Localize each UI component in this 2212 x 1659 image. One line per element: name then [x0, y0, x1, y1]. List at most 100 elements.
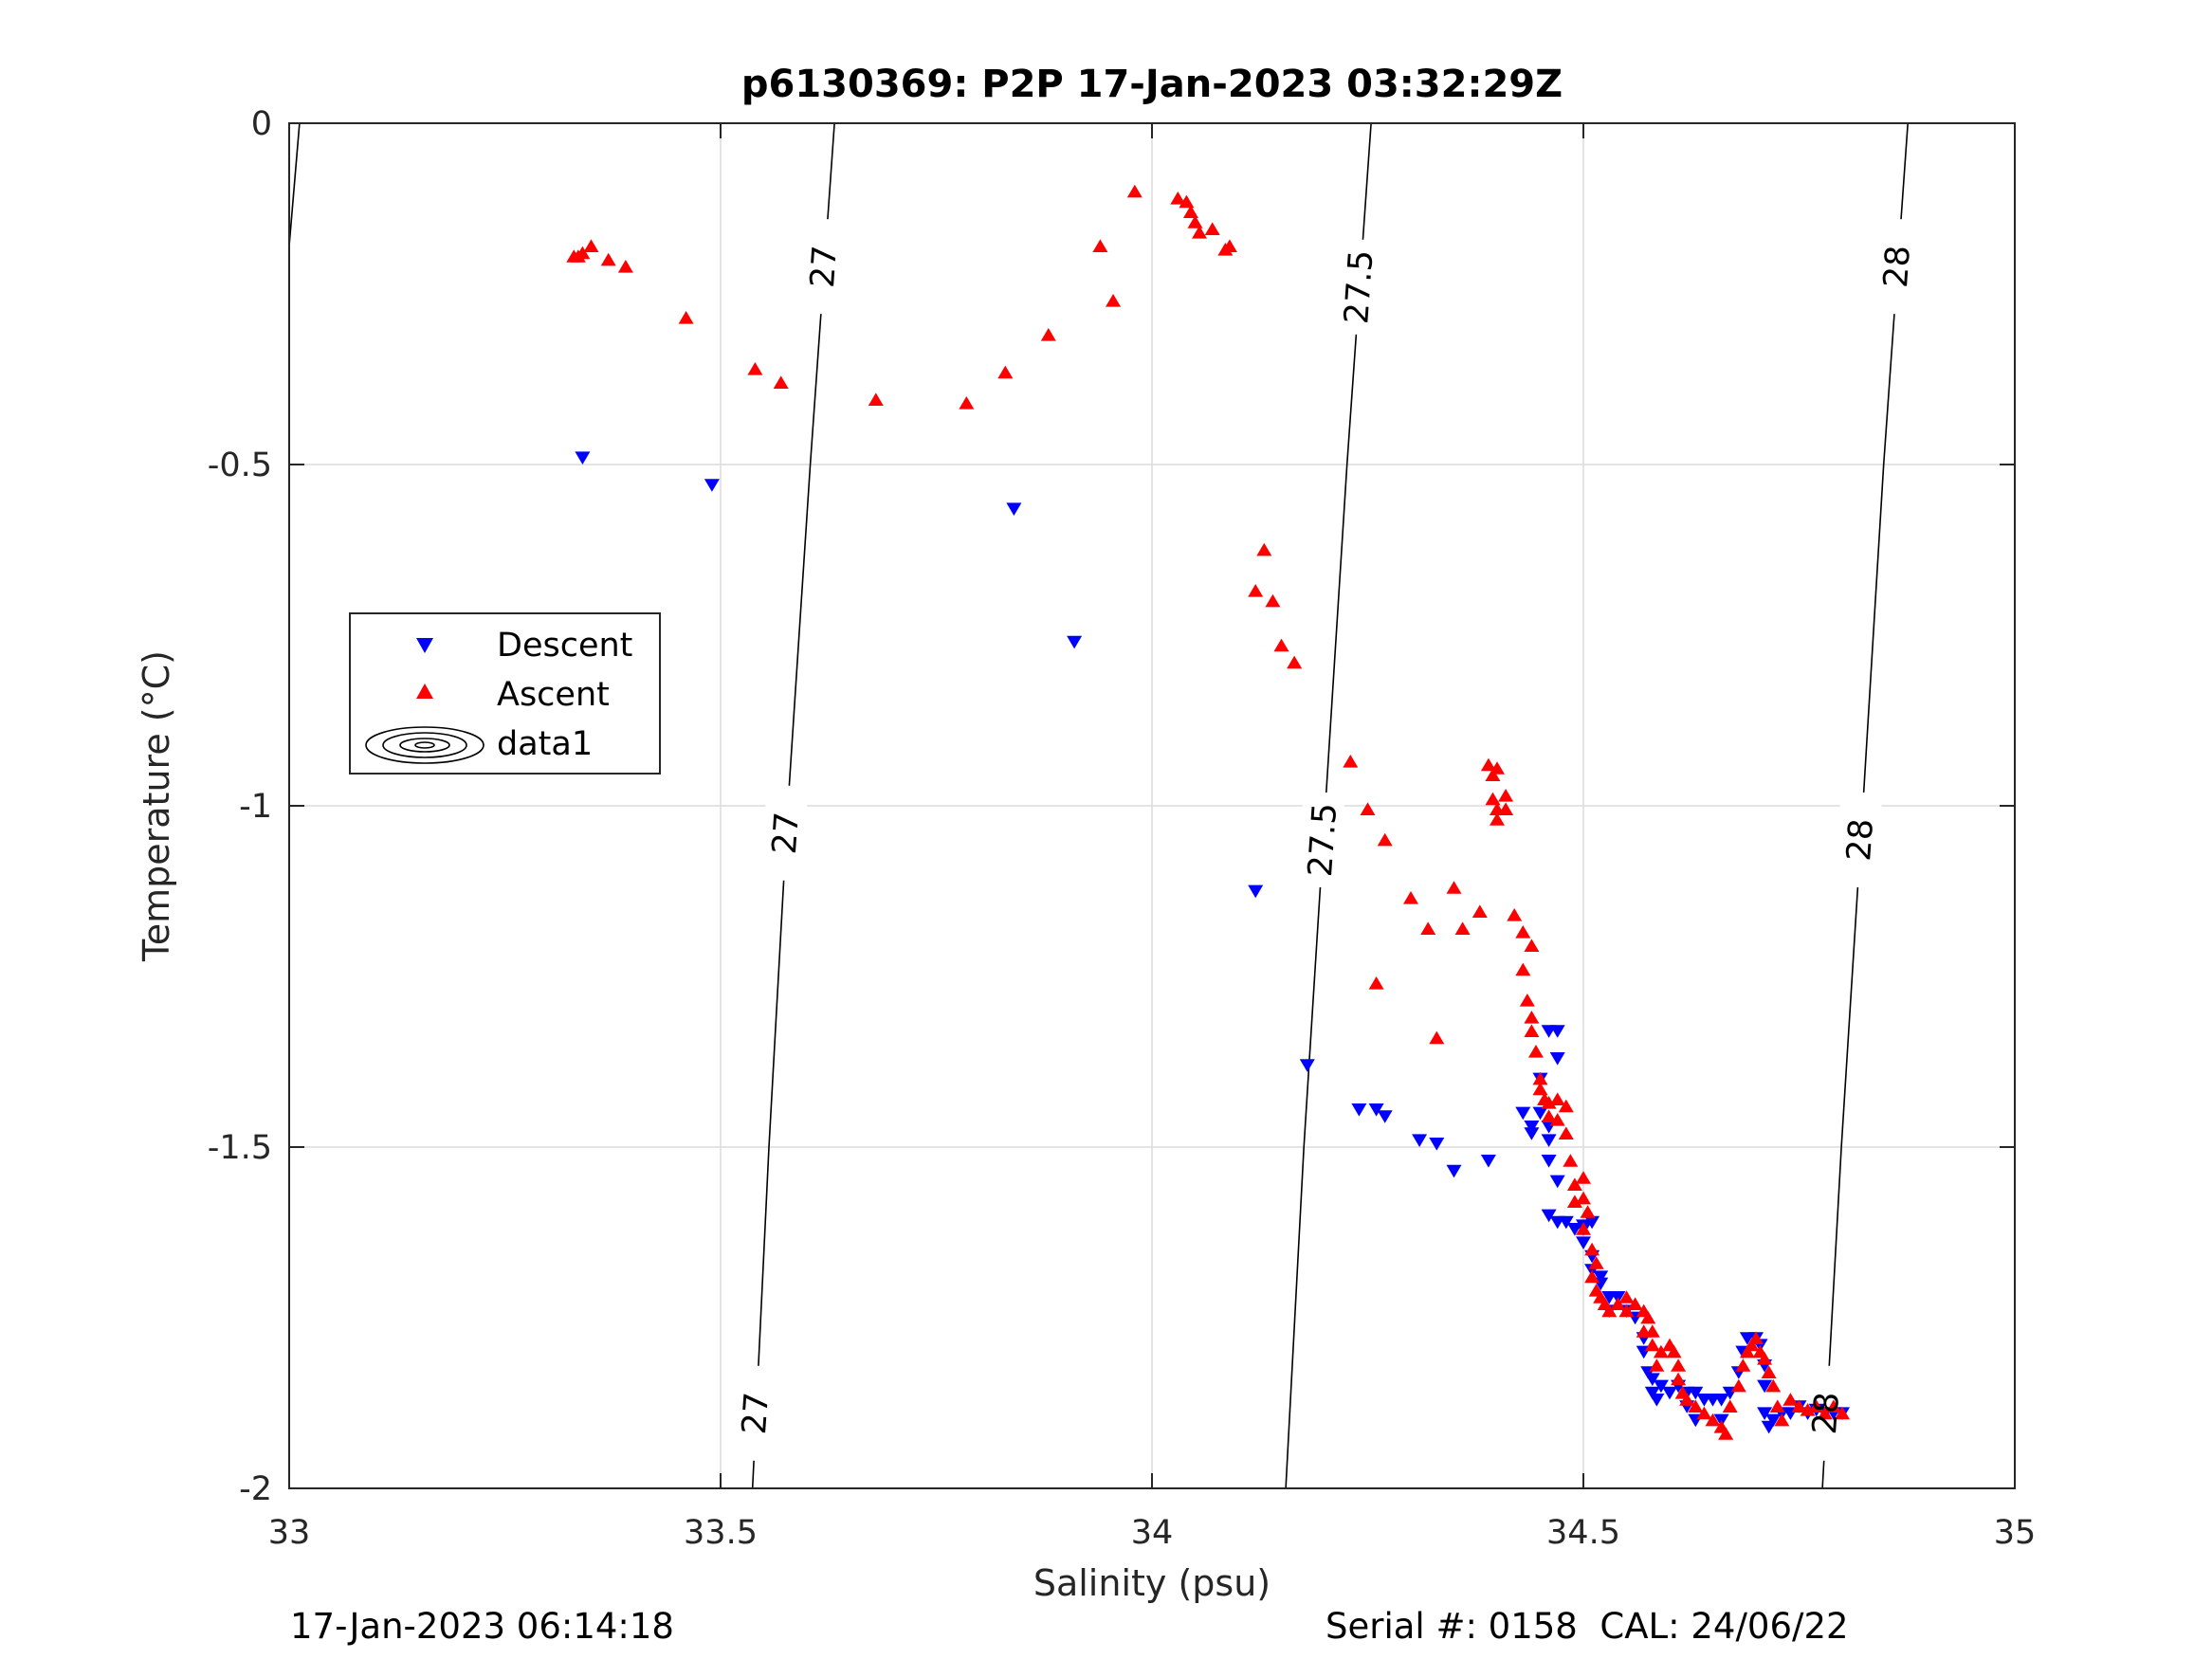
descent-point: [1653, 1379, 1669, 1394]
y-tick-label: -0.5: [208, 447, 272, 484]
ascent-point: [1744, 1338, 1760, 1352]
descent-point: [1446, 1164, 1462, 1178]
descent-point: [1765, 1413, 1782, 1428]
chart-title: p6130369: P2P 17-Jan-2023 03:32:29Z: [741, 63, 1563, 106]
ascent-point: [1765, 1378, 1782, 1393]
ascent-point: [1106, 294, 1122, 307]
y-tick-label: 0: [251, 105, 272, 143]
ascent-point: [1644, 1324, 1660, 1338]
ascent-point: [1179, 194, 1195, 209]
ascent-point: [1541, 1096, 1557, 1109]
contour-label: 27: [766, 811, 807, 855]
ascent-point: [1563, 1154, 1579, 1167]
ascent-point: [1507, 908, 1523, 921]
contour-label: 27.5: [1302, 802, 1344, 879]
descent-point: [1649, 1394, 1665, 1407]
ascent-point: [1532, 1082, 1548, 1096]
descent-point: [1524, 1121, 1540, 1134]
ascent-point: [1558, 1126, 1574, 1139]
contour-label-bg: [1302, 793, 1344, 887]
y-tick-label: -2: [239, 1470, 272, 1508]
ascent-point: [1566, 1177, 1582, 1191]
ascent-point: [1221, 239, 1237, 252]
ascent-point: [1735, 1358, 1751, 1372]
descent-point: [1549, 1175, 1565, 1189]
ascent-point: [1584, 1242, 1600, 1256]
descent-point: [1541, 1134, 1557, 1147]
descent-point: [575, 451, 591, 465]
y-axis-label: Temperature (°C): [136, 650, 177, 962]
ascent-point: [1718, 1427, 1734, 1440]
ascent-point: [617, 260, 633, 273]
ascent-point: [1360, 802, 1376, 815]
contour-label-bg: [765, 785, 808, 881]
ascent-point: [1610, 1297, 1626, 1310]
ascent-point: [1192, 226, 1208, 239]
descent-point: [1541, 1155, 1557, 1168]
ascent-point: [1576, 1222, 1591, 1235]
ascent-point: [575, 246, 591, 260]
ascent-point: [1671, 1358, 1687, 1372]
ascent-point: [1446, 881, 1462, 894]
ascent-point: [1515, 925, 1531, 939]
ascent-point: [1377, 832, 1393, 847]
ascent-point: [1187, 215, 1203, 228]
descent-point: [1515, 1106, 1531, 1121]
legend-contour-icon: [365, 726, 484, 764]
contour-label: 27.5: [1338, 249, 1380, 326]
legend-data1-label: data1: [497, 725, 593, 763]
ascent-point: [583, 239, 599, 252]
ascent-point: [1403, 891, 1418, 904]
ascent-point: [1688, 1399, 1704, 1413]
ascent-point: [1705, 1413, 1721, 1427]
footer-timestamp: 17-Jan-2023 06:14:18: [290, 1606, 674, 1647]
descent-point: [1248, 884, 1264, 899]
descent-point: [1067, 635, 1083, 649]
ascent-point: [1515, 962, 1531, 976]
y-axis-ticks: 0 -0.5 -1 -1.5 -2: [208, 105, 2015, 1508]
ascent-point: [997, 365, 1014, 379]
ascent-point: [868, 392, 884, 406]
ascent-point: [747, 362, 763, 375]
ascent-point: [1519, 994, 1535, 1007]
descent-point: [1377, 1110, 1393, 1123]
ascent-point: [1580, 1205, 1596, 1218]
ascent-point: [1549, 1092, 1565, 1105]
contour-label-bg: [803, 219, 846, 315]
ascent-point: [1498, 789, 1514, 802]
ascent-point: [1757, 1352, 1773, 1365]
ascent-point: [1808, 1399, 1824, 1413]
ascent-point: [1722, 1399, 1738, 1413]
ascent-point: [1204, 222, 1220, 235]
ascent-point: [1092, 239, 1108, 252]
ascent-point: [1524, 1024, 1540, 1037]
ascent-point: [1679, 1393, 1695, 1406]
descent-point: [1549, 1025, 1565, 1038]
ascent-point: [1761, 1365, 1777, 1378]
x-tick-label: 33.5: [684, 1514, 758, 1552]
ascent-point: [1627, 1297, 1643, 1310]
descent-point: [1644, 1386, 1660, 1400]
ascent-point: [1490, 761, 1505, 775]
ascent-point: [1576, 1191, 1591, 1205]
ascent-point: [1182, 205, 1198, 218]
contour-label: 28: [1840, 817, 1881, 862]
contour-line: [288, 122, 301, 246]
ascent-point: [1739, 1344, 1755, 1358]
contour-labels: 27.5 27.5 27 27 27 28 28 28: [736, 245, 1918, 1436]
ascent-point: [1782, 1393, 1799, 1406]
descent-point: [1368, 1103, 1384, 1117]
ascent-point: [1800, 1403, 1816, 1416]
descent-point: [1549, 1052, 1565, 1066]
ascent-point: [1265, 593, 1281, 608]
contour-label: 28: [1877, 245, 1918, 289]
data-points: [566, 184, 1850, 1440]
ascent-point: [1485, 792, 1501, 806]
descent-point: [1524, 1127, 1540, 1140]
ascent-point: [1429, 1030, 1445, 1045]
ascent-point: [1730, 1378, 1746, 1393]
y-tick-label: -1: [239, 788, 272, 826]
descent-point: [1541, 1209, 1557, 1223]
grid-lines: [289, 123, 2015, 1488]
